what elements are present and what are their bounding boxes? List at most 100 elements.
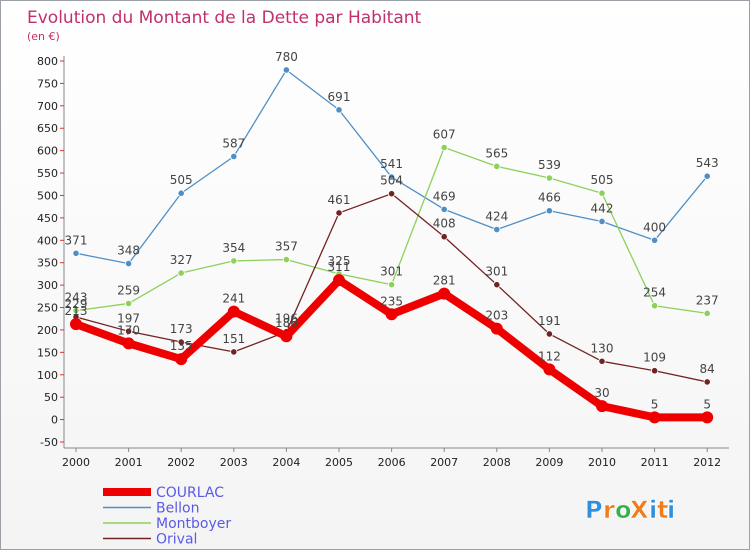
data-point-montboyer (493, 162, 501, 170)
legend-label-courlac: COURLAC (156, 485, 224, 501)
data-label-bellon: 691 (328, 90, 351, 104)
y-tick-label: 800 (37, 55, 58, 68)
logo-letter: o (615, 496, 632, 524)
data-label-bellon: 442 (591, 201, 614, 215)
data-label-bellon: 469 (433, 189, 456, 203)
data-point-bellon (282, 66, 290, 74)
data-point-bellon (598, 217, 606, 226)
data-label-orival: 461 (328, 193, 351, 207)
logo-letter: X (630, 496, 649, 524)
data-point-courlac (438, 287, 451, 300)
y-tick-label: 600 (37, 145, 58, 158)
y-tick-label: 650 (37, 122, 58, 135)
chart-subtitle: (en €) (27, 30, 60, 43)
legend-label-montboyer: Montboyer (156, 516, 231, 532)
data-label-orival: 84 (700, 362, 715, 376)
data-point-orival (650, 367, 659, 375)
data-point-orival (598, 357, 606, 365)
data-point-bellon (387, 173, 396, 181)
data-point-courlac (333, 274, 345, 287)
data-point-courlac (596, 400, 608, 413)
data-label-montboyer: 327 (170, 253, 193, 267)
data-label-montboyer: 565 (485, 146, 508, 160)
data-point-bellon (493, 225, 501, 234)
data-point-orival (703, 378, 711, 386)
data-label-courlac: 170 (117, 323, 140, 337)
data-label-courlac: 213 (65, 304, 88, 318)
data-point-orival (493, 281, 501, 289)
x-tick-label: 2001 (115, 456, 143, 469)
data-point-bellon (545, 207, 554, 215)
data-label-bellon: 371 (65, 233, 88, 247)
x-tick-label: 2008 (483, 456, 511, 469)
data-point-orival (335, 209, 343, 217)
data-label-orival: 109 (643, 351, 666, 365)
data-point-courlac (122, 337, 135, 350)
data-label-orival: 173 (170, 322, 193, 336)
plot-area: 371 348 505 587 780 691 541 469 424 466 442 400 543 2… (65, 50, 719, 424)
chart-title: Evolution du Montant de la Dette par Hab… (27, 8, 422, 28)
data-point-orival (125, 327, 133, 335)
legend-label-orival: Orival (156, 532, 197, 548)
data-point-montboyer (387, 281, 396, 289)
y-tick-label: 0 (51, 414, 58, 427)
y-tick-label: 550 (37, 167, 58, 180)
data-point-orival (177, 338, 185, 346)
y-tick-label: 300 (37, 279, 58, 292)
data-label-bellon: 400 (643, 220, 666, 234)
logo-letter: i (667, 496, 675, 524)
data-label-bellon: 466 (538, 191, 561, 205)
data-label-orival: 130 (591, 341, 614, 355)
y-tick-label: 350 (37, 257, 58, 270)
data-point-bellon (650, 236, 659, 244)
data-label-courlac: 135 (170, 339, 193, 353)
x-tick-label: 2011 (641, 456, 669, 469)
data-label-montboyer: 539 (538, 158, 561, 172)
data-label-courlac: 186 (275, 316, 298, 330)
data-label-bellon: 348 (117, 244, 140, 258)
logo-letter: P (585, 496, 603, 524)
data-point-bellon (125, 260, 133, 268)
x-tick-label: 2000 (62, 456, 90, 469)
axes: -50 0 50 100 150 200 250 300 350 400 450 500 550 600 6… (37, 55, 729, 469)
data-label-orival: 301 (485, 265, 508, 279)
data-label-montboyer: 325 (328, 254, 351, 268)
data-label-courlac: 5 (651, 397, 659, 411)
data-label-orival: 229 (65, 297, 88, 311)
x-tick-label: 2002 (167, 456, 195, 469)
data-point-courlac (280, 330, 293, 343)
data-point-montboyer (598, 189, 606, 197)
data-point-montboyer (177, 269, 185, 277)
y-tick-label: 250 (37, 302, 58, 315)
data-point-courlac (175, 353, 188, 366)
data-label-orival: 408 (433, 217, 456, 231)
data-label-montboyer: 607 (433, 128, 456, 142)
data-label-courlac: 203 (485, 309, 508, 323)
data-point-bellon (177, 189, 185, 197)
data-point-courlac (385, 308, 398, 321)
data-point-montboyer (230, 257, 238, 265)
x-tick-label: 2005 (325, 456, 353, 469)
x-tick-label: 2007 (430, 456, 458, 469)
y-tick-label: 450 (37, 212, 58, 225)
data-label-montboyer: 301 (380, 265, 403, 279)
x-tick-label: 2006 (378, 456, 406, 469)
data-point-orival (545, 330, 554, 338)
data-point-courlac (490, 322, 503, 335)
y-tick-label: 400 (37, 234, 58, 247)
y-tick-label: 500 (37, 189, 58, 202)
logo-letter: r (603, 496, 615, 524)
y-tick-label: 150 (37, 346, 58, 359)
data-point-orival (440, 233, 448, 241)
data-label-courlac: 112 (538, 349, 561, 363)
logo-letter: i (649, 496, 657, 524)
data-label-montboyer: 354 (222, 241, 245, 255)
legend-label-bellon: Bellon (156, 501, 199, 517)
data-label-courlac: 30 (594, 386, 609, 400)
data-label-courlac: 235 (380, 294, 403, 308)
y-tick-label: 50 (44, 391, 58, 404)
data-label-bellon: 780 (275, 50, 298, 64)
